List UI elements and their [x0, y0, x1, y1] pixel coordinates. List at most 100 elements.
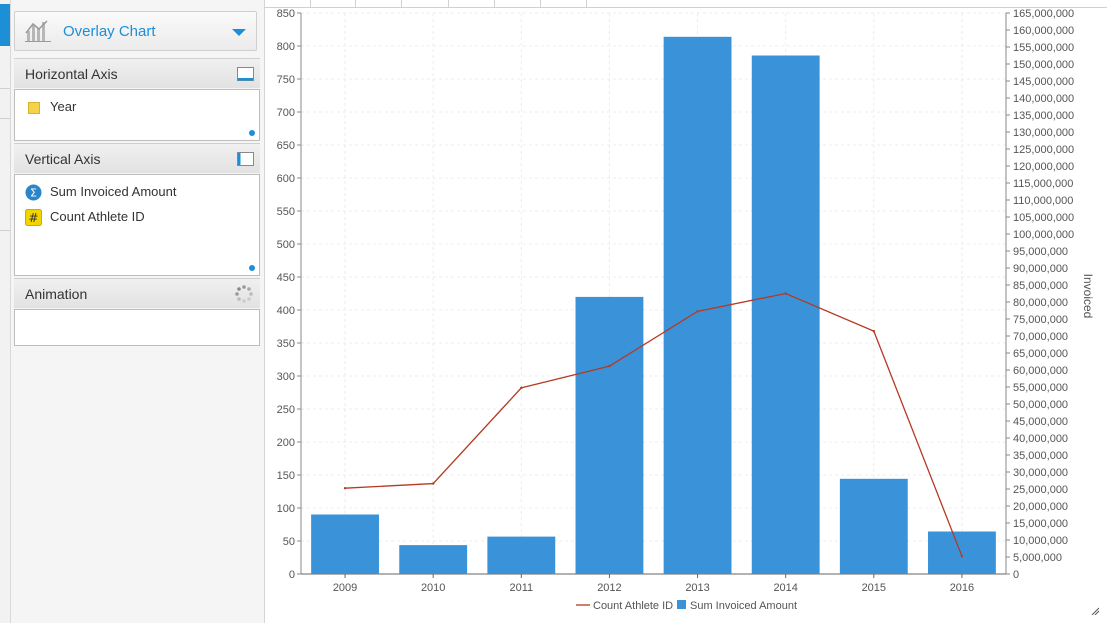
- vertical-axis-dropzone[interactable]: Σ Sum Invoiced Amount # Count Athlete ID: [14, 174, 260, 276]
- chevron-down-icon[interactable]: [232, 29, 246, 36]
- vertical-axis-header: Vertical Axis: [14, 143, 260, 173]
- x-axis-tick-label: 2009: [333, 582, 357, 594]
- field-label: Count Athlete ID: [50, 209, 145, 224]
- point-count-athlete-id-2011: [520, 386, 523, 390]
- right-axis-tick-label: 55,000,000: [1013, 382, 1068, 394]
- x-axis-tick-label: 2015: [862, 582, 886, 594]
- left-axis-tick-label: 850: [277, 8, 295, 20]
- left-axis-tick-label: 450: [277, 272, 295, 284]
- strip-divider: [0, 230, 10, 231]
- chart-tab-strip: [265, 0, 1107, 8]
- right-axis-tick-label: 160,000,000: [1013, 25, 1074, 37]
- dropzone-handle[interactable]: [249, 265, 255, 271]
- left-axis-tick-label: 500: [277, 239, 295, 251]
- left-axis-tick-label: 50: [283, 536, 295, 548]
- right-axis-tick-label: 75,000,000: [1013, 314, 1068, 326]
- vertical-layout-icon[interactable]: [237, 152, 254, 166]
- right-axis-tick-label: 15,000,000: [1013, 518, 1068, 530]
- bar-2013: [663, 36, 732, 575]
- right-axis-tick-label: 25,000,000: [1013, 484, 1068, 496]
- hash-icon: #: [25, 209, 42, 226]
- right-axis-tick-label: 110,000,000: [1013, 195, 1073, 207]
- tab-divider: [401, 0, 402, 7]
- right-axis-tick-label: 150,000,000: [1013, 59, 1074, 71]
- overlay-chart: 0 50 100 150 200 250 300 350 400 450 500 550 600 650 7…: [277, 8, 1095, 612]
- field-label: Year: [50, 99, 77, 114]
- tab-divider: [355, 0, 356, 7]
- horizontal-axis-header: Horizontal Axis: [14, 58, 260, 88]
- field-label: Sum Invoiced Amount: [50, 184, 177, 199]
- chart-type-label: Overlay Chart: [63, 23, 156, 40]
- right-axis-tick-label: 20,000,000: [1013, 501, 1068, 513]
- right-axis-tick-label: 125,000,000: [1013, 144, 1074, 156]
- left-axis-tick-label: 550: [277, 206, 295, 218]
- left-axis-tick-label: 100: [277, 503, 295, 515]
- right-axis-tick-label: 5,000,000: [1013, 552, 1062, 564]
- right-axis-tick-label: 45,000,000: [1013, 416, 1068, 428]
- point-count-athlete-id-2014: [784, 292, 787, 295]
- right-axis-tick-label: 30,000,000: [1013, 467, 1068, 479]
- right-axis-title: Invoiced: [1081, 274, 1095, 319]
- legend-label-sum-invoiced-amount: Sum Invoiced Amount: [690, 600, 797, 612]
- right-axis-tick-label: 130,000,000: [1013, 127, 1074, 139]
- chart-type-dropdown[interactable]: Overlay Chart: [14, 11, 257, 51]
- point-count-athlete-id-2012: [608, 364, 611, 368]
- point-count-athlete-id-2013: [696, 310, 699, 313]
- tab-divider: [586, 0, 587, 7]
- point-count-athlete-id-2009: [343, 487, 347, 490]
- legend-bar-swatch: [677, 600, 686, 609]
- left-axis-tick-label: 750: [277, 74, 295, 86]
- bar-chart-icon: [25, 20, 51, 42]
- x-axis-tick-label: 2016: [950, 582, 974, 594]
- right-axis-tick-label: 100,000,000: [1013, 229, 1074, 241]
- right-axis-tick-label: 155,000,000: [1013, 42, 1074, 54]
- right-axis-tick-label: 35,000,000: [1013, 450, 1068, 462]
- animation-title: Animation: [25, 286, 88, 302]
- dropzone-handle[interactable]: [249, 130, 255, 136]
- right-axis-tick-label: 120,000,000: [1013, 161, 1074, 173]
- x-axis-tick-label: 2014: [773, 582, 797, 594]
- right-axis-tick-label: 135,000,000: [1013, 110, 1074, 122]
- left-axis-tick-label: 350: [277, 338, 295, 350]
- left-axis-tick-label: 600: [277, 173, 295, 185]
- right-axis-tick-label: 80,000,000: [1013, 297, 1068, 309]
- left-axis-tick-label: 300: [277, 371, 295, 383]
- right-axis-tick-label: 50,000,000: [1013, 399, 1068, 411]
- animation-dropzone[interactable]: [14, 309, 260, 346]
- bar-2010: [399, 545, 468, 574]
- left-axis-tick-label: 150: [277, 470, 295, 482]
- tab-divider: [540, 0, 541, 7]
- left-axis-tick-label: 200: [277, 437, 295, 449]
- bar-2014: [751, 55, 820, 574]
- horizontal-axis-title: Horizontal Axis: [25, 66, 118, 82]
- left-axis-tick-label: 400: [277, 305, 295, 317]
- resize-handle-icon[interactable]: [1091, 607, 1099, 615]
- active-tab-indicator[interactable]: [0, 4, 10, 46]
- right-axis-tick-label: 65,000,000: [1013, 348, 1068, 360]
- line-count-athlete-id: [345, 292, 963, 557]
- left-axis-tick-label: 650: [277, 140, 295, 152]
- animation-header: Animation: [14, 278, 260, 308]
- horizontal-axis-dropzone[interactable]: Year: [14, 89, 260, 141]
- bar-2009: [311, 514, 379, 574]
- spinner-icon: [235, 285, 253, 303]
- x-axis-tick-label: 2010: [421, 582, 445, 594]
- right-axis-tick-label: 165,000,000: [1013, 8, 1074, 20]
- bar-2011: [487, 536, 556, 574]
- left-axis-tick-label: 800: [277, 41, 295, 53]
- right-axis-tick-label: 10,000,000: [1013, 535, 1068, 547]
- left-edge-strip: [0, 0, 11, 623]
- x-axis-tick-label: 2013: [685, 582, 709, 594]
- point-count-athlete-id-2015: [872, 329, 876, 333]
- bar-2015: [839, 478, 908, 574]
- right-axis-tick-label: 40,000,000: [1013, 433, 1068, 445]
- dimension-icon: [28, 102, 40, 114]
- right-axis-tick-label: 145,000,000: [1013, 76, 1074, 88]
- horizontal-layout-icon[interactable]: [237, 67, 254, 81]
- tab-divider: [494, 0, 495, 7]
- svg-text:#: #: [28, 211, 38, 225]
- point-count-athlete-id-2016: [960, 554, 964, 558]
- right-axis-tick-label: 95,000,000: [1013, 246, 1068, 258]
- right-axis-tick-label: 115,000,000: [1013, 178, 1073, 190]
- legend-label-count-athlete-id: Count Athlete ID: [593, 600, 673, 612]
